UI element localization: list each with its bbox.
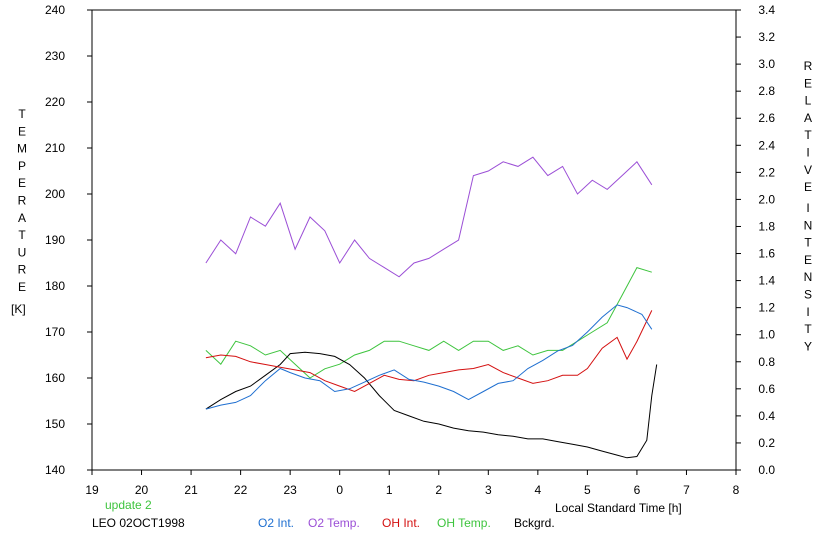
- y-left-tick-label: 190: [45, 233, 65, 247]
- y-right-label-letter: N: [804, 270, 813, 284]
- x-axis-label: Local Standard Time [h]: [555, 501, 682, 515]
- x-tick-label: 2: [435, 483, 442, 497]
- y-right-label-letter: I: [806, 305, 809, 319]
- y-right-label-letter: L: [805, 94, 812, 108]
- labels-layer: 19 20 21 22 23 0 1 2 3 4 5 6 7 8140150160170180190200…: [17, 3, 813, 497]
- series-line-o2-int: [205, 304, 653, 410]
- y-left-tick-label: 150: [45, 417, 65, 431]
- y-left-tick-label: 210: [45, 141, 65, 155]
- y-right-label-letter: N: [804, 218, 813, 232]
- x-tick-label: 22: [234, 483, 248, 497]
- y-left-label-letter: U: [18, 245, 27, 259]
- y-left-label-letter: E: [18, 124, 26, 138]
- x-tick-label: 4: [535, 483, 542, 497]
- y-right-tick-label: 0.2: [758, 436, 775, 450]
- y-left-unit-label: [K]: [11, 302, 26, 316]
- y-left-label-letter: E: [18, 280, 26, 294]
- y-left-label-letter: P: [18, 159, 26, 173]
- y-right-tick-label: 2.8: [758, 84, 775, 98]
- x-tick-label: 19: [85, 483, 99, 497]
- x-tick-label: 6: [634, 483, 641, 497]
- update-note: update 2: [105, 498, 152, 512]
- y-right-tick-label: 2.0: [758, 192, 775, 206]
- y-right-label-letter: E: [804, 180, 812, 194]
- series-line-o2-temp: [205, 156, 653, 278]
- y-left-tick-label: 180: [45, 279, 65, 293]
- x-tick-label: 20: [135, 483, 149, 497]
- x-tick-label: 21: [184, 483, 198, 497]
- ticks-layer: [87, 9, 741, 475]
- y-left-label-letter: T: [18, 228, 26, 242]
- y-right-tick-label: 2.6: [758, 111, 775, 125]
- x-tick-label: 3: [485, 483, 492, 497]
- y-right-tick-label: 1.2: [758, 301, 775, 315]
- y-left-tick-label: 220: [45, 95, 65, 109]
- y-right-tick-label: 3.0: [758, 57, 775, 71]
- series-layer: [205, 156, 658, 459]
- y-left-tick-label: 170: [45, 325, 65, 339]
- y-right-tick-label: 2.4: [758, 138, 775, 152]
- x-tick-label: 1: [386, 483, 393, 497]
- x-tick-label: 8: [733, 483, 740, 497]
- y-left-label-letter: A: [18, 211, 26, 225]
- station-date: LEO 02OCT1998: [92, 516, 185, 530]
- plot-frame: [91, 9, 737, 471]
- y-left-label-letter: T: [18, 107, 26, 121]
- y-right-label-letter: S: [804, 288, 812, 302]
- legend-o2-int: O2 Int.: [258, 516, 294, 530]
- y-left-tick-label: 140: [45, 463, 65, 477]
- y-left-label-letter: E: [18, 176, 26, 190]
- y-left-label-letter: R: [18, 194, 27, 208]
- x-tick-label: 0: [336, 483, 343, 497]
- y-right-tick-label: 0.4: [758, 409, 775, 423]
- y-right-label-letter: E: [804, 76, 812, 90]
- x-tick-label: 7: [683, 483, 690, 497]
- y-right-tick-label: 1.4: [758, 274, 775, 288]
- y-right-label-letter: A: [804, 111, 812, 125]
- x-tick-label: 5: [584, 483, 591, 497]
- y-right-tick-label: 0.0: [758, 463, 775, 477]
- y-right-label-letter: I: [806, 146, 809, 160]
- y-left-tick-label: 160: [45, 371, 65, 385]
- y-left-label-letter: M: [17, 142, 27, 156]
- y-left-tick-label: 200: [45, 187, 65, 201]
- y-right-tick-label: 2.2: [758, 165, 775, 179]
- legend-oh-temp: OH Temp.: [437, 516, 491, 530]
- y-right-tick-label: 0.8: [758, 355, 775, 369]
- y-right-tick-label: 1.0: [758, 328, 775, 342]
- legend-oh-int: OH Int.: [382, 516, 420, 530]
- series-line-bckgrd: [205, 351, 658, 459]
- y-left-tick-label: 230: [45, 49, 65, 63]
- y-right-label-letter: Y: [804, 339, 812, 353]
- legend-bckgrd: Bckgrd.: [514, 516, 555, 530]
- x-tick-label: 23: [283, 483, 297, 497]
- y-right-tick-label: 0.6: [758, 382, 775, 396]
- series-line-oh-int: [205, 310, 653, 393]
- y-right-label-letter: T: [804, 236, 812, 250]
- y-right-label-letter: T: [804, 322, 812, 336]
- y-right-label-letter: R: [804, 59, 813, 73]
- y-right-label-letter: T: [804, 128, 812, 142]
- y-left-tick-label: 240: [45, 3, 65, 17]
- y-right-tick-label: 1.6: [758, 247, 775, 261]
- y-right-label-letter: E: [804, 253, 812, 267]
- y-right-label-letter: I: [806, 201, 809, 215]
- y-right-tick-label: 3.2: [758, 30, 775, 44]
- series-line-oh-temp: [205, 267, 652, 379]
- y-left-label-letter: R: [18, 263, 27, 277]
- y-right-label-letter: V: [804, 163, 812, 177]
- y-right-tick-label: 1.8: [758, 219, 775, 233]
- y-right-tick-label: 3.4: [758, 3, 775, 17]
- legend-o2-temp: O2 Temp.: [308, 516, 360, 530]
